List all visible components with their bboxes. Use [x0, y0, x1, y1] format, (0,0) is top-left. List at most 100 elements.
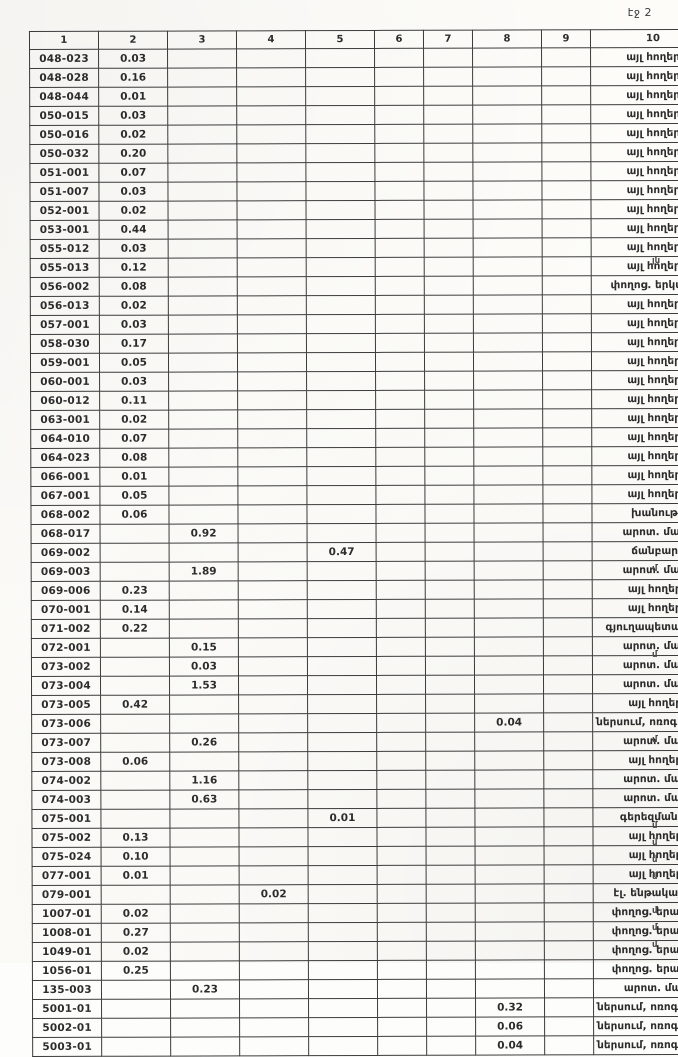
- area-col-8-cell: [472, 47, 542, 68]
- cadastral-code-cell: 060-012: [30, 391, 100, 411]
- margin-note: մ: [652, 854, 658, 865]
- area-col-2-cell: 0.03: [98, 106, 168, 126]
- area-col-3-cell: [170, 1017, 240, 1038]
- area-col-7-cell: [426, 846, 476, 866]
- area-col-4-cell: [237, 238, 307, 258]
- cadastral-code-cell: 060-001: [30, 372, 100, 392]
- area-col-4-cell: [236, 162, 306, 182]
- area-col-2-cell: [100, 733, 170, 753]
- area-col-2-cell: 0.14: [100, 600, 170, 620]
- area-col-4-cell: [237, 314, 307, 334]
- area-col-5-cell: [305, 67, 375, 87]
- area-col-3-cell: [170, 865, 240, 886]
- area-col-7-cell: [426, 865, 476, 885]
- area-col-4-cell: [236, 67, 306, 87]
- area-col-9-cell: [543, 560, 593, 580]
- area-col-6-cell: [376, 656, 426, 676]
- area-col-9-cell: [542, 427, 592, 447]
- area-col-9-cell: [541, 104, 591, 124]
- area-col-2-cell: [101, 1018, 171, 1038]
- area-col-5-cell: [307, 770, 377, 790]
- area-col-8-cell: [475, 845, 545, 866]
- area-col-3-cell: [168, 333, 238, 354]
- cadastral-code-cell: 064-023: [30, 448, 100, 468]
- cadastral-code-cell: 073-002: [31, 657, 101, 677]
- table-row: 069-003 1.89 արոտ. մաս: [31, 560, 678, 582]
- cadastral-code-cell: 064-010: [30, 429, 100, 449]
- margin-note: յն: [652, 256, 661, 267]
- area-col-3-cell: [167, 143, 237, 164]
- area-col-6-cell: [375, 238, 425, 258]
- area-col-2-cell: 0.03: [99, 315, 169, 335]
- area-col-7-cell: [425, 827, 476, 847]
- area-col-6-cell: [377, 865, 427, 885]
- area-col-6-cell: [375, 295, 425, 315]
- area-col-9-cell: [543, 807, 593, 827]
- land-use-type-cell: այլ հողեր: [591, 408, 678, 428]
- cadastral-code-cell: 075-001: [31, 809, 101, 829]
- area-col-9-cell: [541, 180, 592, 200]
- area-col-7-cell: [426, 1036, 476, 1056]
- cadastral-code-cell: 073-004: [31, 676, 101, 696]
- area-col-4-cell: [237, 485, 307, 505]
- area-col-9-cell: [542, 408, 592, 428]
- area-col-3-cell: [167, 124, 237, 145]
- area-col-2-cell: [100, 676, 170, 696]
- area-col-6-cell: [376, 732, 426, 752]
- area-col-8-cell: [475, 883, 545, 904]
- area-col-5-cell: [306, 428, 376, 448]
- land-registry-table: 1 2 3 4 5 6 7 8 9 10 048-023 0.03 այլ հողե…: [29, 29, 678, 1057]
- area-col-5-cell: [307, 751, 377, 771]
- area-col-6-cell: [375, 371, 425, 391]
- area-col-9-cell: [541, 123, 591, 143]
- land-use-type-cell: այլ հողեր: [592, 598, 678, 618]
- area-col-6-cell: [375, 257, 425, 277]
- land-use-type-cell: փողոց. երաստ.: [593, 902, 678, 922]
- area-col-9-cell: [542, 237, 592, 257]
- area-col-2-cell: [100, 562, 170, 582]
- area-col-3-cell: [168, 466, 238, 487]
- area-col-6-cell: [374, 67, 424, 87]
- area-col-8-cell: 0.04: [474, 712, 544, 733]
- area-col-2-cell: 0.03: [98, 49, 168, 69]
- area-col-4-cell: [238, 542, 308, 562]
- cadastral-code-cell: 079-001: [32, 885, 102, 905]
- table-row: 059-001 0.05 այլ հողեր: [30, 351, 678, 373]
- area-col-2-cell: 0.03: [99, 372, 169, 392]
- area-col-6-cell: [375, 276, 425, 296]
- area-col-5-cell: [305, 48, 375, 68]
- area-col-4-cell: [239, 1036, 309, 1056]
- land-use-type-cell: այլ հողեր: [591, 484, 678, 504]
- area-col-5-cell: [307, 713, 377, 733]
- area-col-6-cell: [374, 181, 425, 201]
- area-col-9-cell: [543, 712, 593, 732]
- cadastral-code-cell: 068-017: [31, 524, 101, 544]
- area-col-3-cell: 1.89: [169, 561, 239, 582]
- area-col-3-cell: [168, 428, 238, 449]
- area-col-4-cell: [238, 618, 308, 638]
- column-header-1: 1: [29, 31, 99, 50]
- area-col-3-cell: [170, 884, 240, 905]
- area-col-8-cell: [472, 123, 542, 144]
- area-col-4-cell: [237, 466, 307, 486]
- area-col-6-cell: [377, 884, 427, 904]
- land-use-type-cell: փողոց. երաստ.: [593, 959, 678, 979]
- area-col-5-cell: [305, 105, 375, 125]
- area-col-9-cell: [542, 256, 592, 276]
- area-col-9-cell: [543, 769, 593, 789]
- area-col-7-cell: [426, 979, 476, 999]
- area-col-4-cell: [238, 675, 308, 695]
- area-col-9-cell: [543, 750, 593, 770]
- area-col-9-cell: [544, 864, 594, 884]
- area-col-8-cell: 0.32: [475, 997, 545, 1018]
- area-col-3-cell: [169, 599, 239, 620]
- area-col-9-cell: [543, 788, 593, 808]
- area-col-4-cell: [238, 599, 308, 619]
- area-col-5-cell: [306, 295, 376, 315]
- area-col-5-cell: [305, 86, 375, 106]
- area-col-2-cell: 0.25: [101, 961, 171, 981]
- area-col-7-cell: [424, 295, 474, 315]
- area-col-4-cell: [237, 409, 307, 429]
- area-col-6-cell: [376, 694, 426, 714]
- area-col-8-cell: [473, 484, 543, 505]
